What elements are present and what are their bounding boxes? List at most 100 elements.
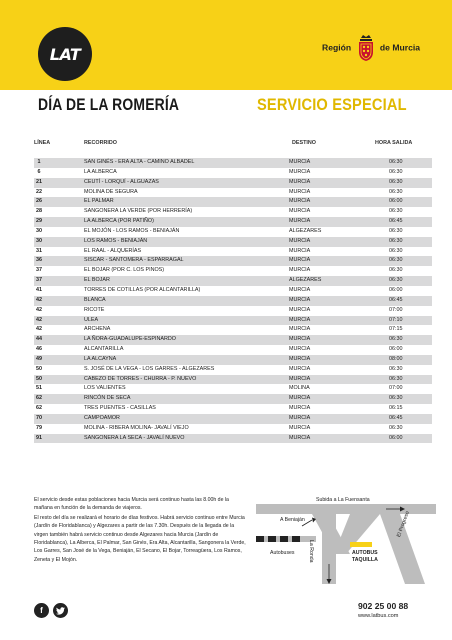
table-row: 28 SANGONERA LA VERDE (POR HERRERÍA) MURCI… — [34, 207, 432, 217]
row-linea: 29 — [36, 218, 42, 225]
row-recorrido: CEUTÍ - LORQUÍ - ALGUAZAS — [84, 178, 159, 185]
row-destino: MURCIA — [289, 188, 311, 195]
header-destino: DESTINO — [292, 140, 316, 146]
row-hora: 06:45 — [389, 296, 403, 303]
row-linea: 50 — [36, 375, 42, 382]
map-label-la-ronda: La Ronda — [308, 540, 314, 563]
row-hora: 06:30 — [389, 277, 403, 284]
row-hora: 07:00 — [389, 385, 403, 392]
map-label-autobuses: Autobuses — [270, 550, 295, 556]
info-paragraph-2: El resto del día se realizará el horario… — [34, 514, 246, 563]
table-row: 91 SANGONERA LA SECA - JAVALÍ NUEVO MURCIA… — [34, 433, 432, 444]
row-hora: 06:00 — [389, 286, 403, 293]
table-row: 70 CAMPOAMOR MURCIA 06:45 — [34, 413, 432, 424]
schedule-table: 1 SAN GINÉS - ERA ALTA - CAMINO ALBADEL MU… — [34, 158, 432, 444]
row-hora: 07:10 — [389, 316, 403, 323]
row-destino: MURCIA — [289, 336, 311, 343]
row-destino: ALGEZARES — [289, 227, 322, 234]
row-recorrido: EL MOJÓN - LOS RAMOS - BENIAJÁN — [84, 227, 180, 234]
row-recorrido: EL BOJAR — [84, 277, 110, 284]
table-row: 62 RINCÓN DE SECA MURCIA 06:30 — [34, 394, 432, 405]
row-hora: 06:45 — [389, 414, 403, 421]
row-recorrido: RINCÓN DE SECA — [84, 395, 131, 402]
row-destino: MOLINA — [289, 385, 310, 392]
row-destino: MURCIA — [289, 355, 311, 362]
row-destino: MURCIA — [289, 218, 311, 225]
row-hora: 06:30 — [389, 159, 403, 165]
facebook-icon[interactable]: f — [34, 603, 49, 618]
row-destino: MURCIA — [289, 257, 311, 264]
row-recorrido: SAN GINÉS - ERA ALTA - CAMINO ALBADEL — [84, 159, 195, 165]
region-text-left: Región — [322, 42, 352, 53]
row-destino: MURCIA — [289, 198, 311, 205]
row-destino: MURCIA — [289, 296, 311, 303]
table-row: 29 LA ALBERCA (POR PATIÑO) MURCIA 06:45 — [34, 217, 432, 227]
contact-website[interactable]: www.latbus.com — [358, 613, 399, 619]
row-recorrido: TORRES DE COTILLAS (POR ALCANTARILLA) — [84, 286, 201, 293]
row-recorrido: EL BOJAR (POR C. LOS PINOS) — [84, 267, 165, 274]
table-row: 42 ULEA MURCIA 07:10 — [34, 315, 432, 326]
row-recorrido: ALCANTARILLA — [84, 346, 124, 353]
row-recorrido: CABEZO DE TORRES - CHURRA - P. NUEVO — [84, 375, 197, 382]
row-hora: 06:30 — [389, 168, 403, 175]
row-linea: 50 — [36, 365, 42, 372]
row-hora: 06:30 — [389, 257, 403, 264]
table-row: 26 EL PALMAR MURCIA 06:00 — [34, 197, 432, 208]
page-title: DÍA DE LA ROMERÍA — [38, 95, 180, 114]
table-row: 41 TORRES DE COTILLAS (POR ALCANTARILLA) M… — [34, 286, 432, 296]
row-destino: MURCIA — [289, 365, 311, 372]
row-hora: 06:30 — [389, 395, 403, 402]
row-linea: 42 — [36, 326, 42, 333]
row-destino: MURCIA — [289, 168, 311, 175]
table-row: 62 TRES PUENTES - CASILLAS MURCIA 06:15 — [34, 404, 432, 414]
map-label-beniajan: A Beniaján — [280, 517, 305, 523]
row-hora: 06:30 — [389, 178, 403, 185]
row-recorrido: LOS RAMOS - BENIAJÁN — [84, 237, 148, 244]
row-linea: 91 — [36, 434, 42, 441]
row-linea: 51 — [36, 385, 42, 392]
row-hora: 06:15 — [389, 405, 403, 412]
row-hora: 06:00 — [389, 346, 403, 353]
row-hora: 06:30 — [389, 237, 403, 244]
row-linea: 28 — [36, 208, 42, 215]
row-destino: MURCIA — [289, 286, 311, 293]
row-linea: 42 — [36, 316, 42, 323]
row-hora: 06:00 — [389, 434, 403, 441]
map-label-autobus: AUTOBUS — [352, 550, 378, 556]
row-destino: MURCIA — [289, 375, 311, 382]
header-linea: LÍNEA — [34, 140, 51, 146]
row-linea: 37 — [36, 267, 42, 274]
header-band: LAT Región de Murcia — [0, 0, 452, 90]
location-map: Subida a La Fuensanta A Beniaján Autobus… — [250, 494, 440, 586]
row-hora: 07:15 — [389, 326, 403, 333]
row-destino: MURCIA — [289, 414, 311, 421]
lat-logo: LAT — [38, 27, 92, 81]
row-linea: 21 — [36, 178, 42, 185]
info-paragraph-1: El servicio desde estas poblaciones haci… — [34, 497, 229, 512]
row-destino: MURCIA — [289, 237, 311, 244]
contact-info: 902 25 00 88 www.latbus.com — [358, 601, 438, 619]
row-destino: MURCIA — [289, 424, 311, 431]
row-recorrido: LA ALBERCA (POR PATIÑO) — [84, 218, 154, 225]
table-row: 37 EL BOJAR (POR C. LOS PINOS) MURCIA 06:30 — [34, 266, 432, 276]
row-recorrido: LA ALBERCA — [84, 168, 117, 175]
table-row: 79 MOLINA - RIBERA MOLINA- JAVALÍ VIEJO MU… — [34, 424, 432, 434]
service-info: El servicio desde estas poblaciones haci… — [34, 496, 249, 565]
page-subtitle: SERVICIO ESPECIAL — [257, 95, 407, 114]
twitter-icon[interactable] — [53, 603, 68, 618]
row-destino: MURCIA — [289, 267, 311, 274]
row-hora: 06:30 — [389, 424, 403, 431]
row-hora: 08:00 — [389, 355, 403, 362]
table-row: 30 LOS RAMOS - BENIAJÁN MURCIA 06:30 — [34, 236, 432, 247]
row-linea: 46 — [36, 346, 42, 353]
contact-phone[interactable]: 902 25 00 88 — [358, 601, 409, 611]
row-recorrido: ULEA — [84, 316, 99, 323]
header-recorrido: RECORRIDO — [84, 140, 117, 146]
row-linea: 70 — [36, 414, 42, 421]
row-recorrido: ARCHENA — [84, 326, 111, 333]
row-recorrido: SANGONERA LA VERDE (POR HERRERÍA) — [84, 208, 193, 215]
row-linea: 30 — [36, 227, 42, 234]
row-recorrido: BLANCA — [84, 296, 106, 303]
table-row: 50 CABEZO DE TORRES - CHURRA - P. NUEVO MU… — [34, 374, 432, 385]
row-linea: 37 — [36, 277, 42, 284]
